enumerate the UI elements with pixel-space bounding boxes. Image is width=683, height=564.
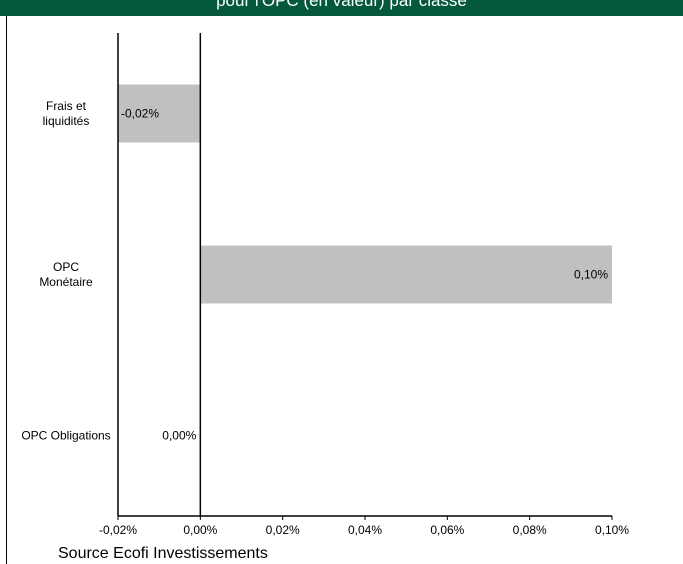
chart-title-banner: pour l'OPC (en valeur) par classe bbox=[0, 0, 683, 16]
category-label: liquidités bbox=[43, 114, 90, 128]
category-label: OPC bbox=[53, 260, 79, 274]
bar bbox=[200, 245, 613, 304]
x-tick-label: 0,10% bbox=[595, 523, 629, 537]
x-tick-label: 0,00% bbox=[183, 523, 217, 537]
x-tick-label: 0,06% bbox=[430, 523, 464, 537]
x-tick-label: 0,02% bbox=[266, 523, 300, 537]
source-note: Source Ecofi Investissements bbox=[58, 545, 268, 562]
category-label: OPC Obligations bbox=[21, 429, 110, 443]
x-tick-label: 0,08% bbox=[513, 523, 547, 537]
chart-title: pour l'OPC (en valeur) par classe bbox=[216, 0, 467, 10]
frame-left-border bbox=[6, 16, 7, 564]
x-tick-label: -0,02% bbox=[99, 523, 137, 537]
x-tick-label: 0,04% bbox=[348, 523, 382, 537]
category-label: Monétaire bbox=[39, 275, 93, 289]
data-label: 0,10% bbox=[574, 268, 608, 282]
data-label: -0,02% bbox=[121, 107, 159, 121]
category-label: Frais et bbox=[46, 99, 87, 113]
bar bbox=[118, 84, 201, 143]
data-label: 0,00% bbox=[162, 429, 196, 443]
bar-chart: -0,02% 0,10% 0,00% -0,02% 0,00% 0,02% 0,04% 0,… bbox=[21, 33, 629, 537]
